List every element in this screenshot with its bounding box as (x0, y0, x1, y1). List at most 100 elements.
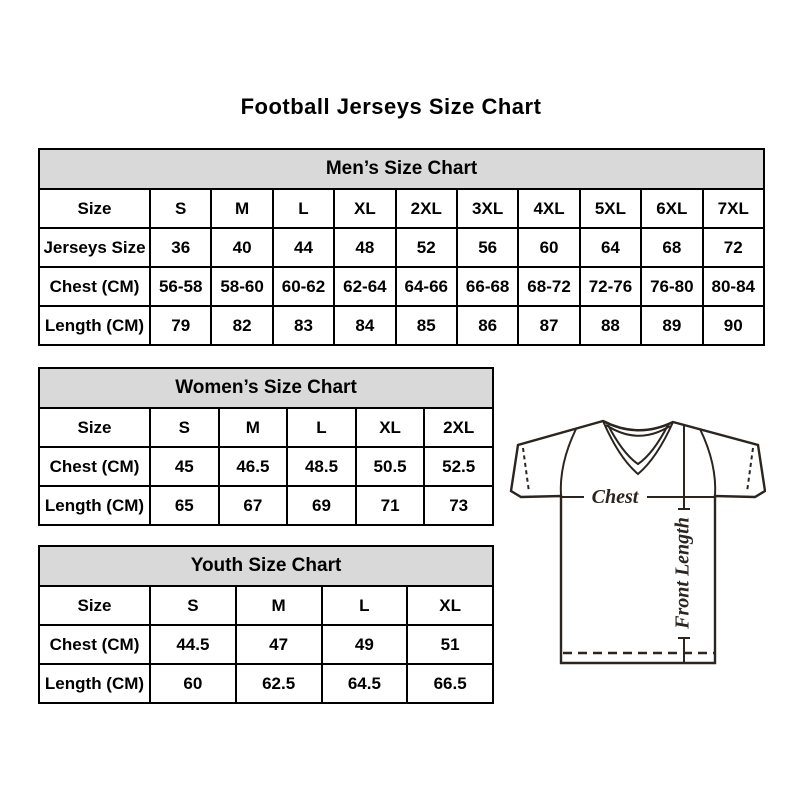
youth-size-table: Youth Size Chart Size S M L XL Chest (CM) 44.5… (38, 545, 494, 704)
page-title: Football Jerseys Size Chart (240, 94, 542, 119)
value-cell: 47 (234, 624, 323, 665)
row-label-cell: Chest (CM) (38, 266, 151, 307)
table-row: Size S M L XL (38, 585, 494, 626)
value-cell: 86 (455, 305, 520, 346)
table-row: Chest (CM) 45 46.5 48.5 50.5 52.5 (38, 446, 494, 487)
table-body: Size S M L XL 2XL 3XL 4XL 5XL 6XL 7XL Jerseys Size 3… (38, 188, 766, 346)
right-cuff-dashed-line (746, 447, 754, 493)
value-cell: XL (333, 188, 397, 229)
value-cell: 52.5 (423, 446, 494, 487)
value-cell: M (210, 188, 274, 229)
value-cell: 52 (394, 227, 458, 268)
table-header-row: Women’s Size Chart (38, 367, 494, 409)
value-cell: S (148, 188, 213, 229)
value-cell: 36 (148, 227, 213, 268)
left-cuff-dashed-line (522, 447, 530, 493)
row-label-cell: Jerseys Size (38, 227, 151, 268)
v-neck-outer (602, 420, 674, 476)
value-cell: 60-62 (271, 266, 336, 307)
row-label-cell: Length (CM) (38, 663, 151, 704)
table-row: Chest (CM) 56-58 58-60 60-62 62-64 64-66 66-68… (38, 266, 766, 307)
table-row: Length (CM) 60 62.5 64.5 66.5 (38, 663, 494, 704)
chest-label: Chest (592, 486, 640, 508)
table-row: Chest (CM) 44.5 47 49 51 (38, 624, 494, 665)
value-cell: M (234, 585, 323, 626)
mens-size-table: Men’s Size Chart Size S M L XL 2XL 3XL 4XL 5XL 6X… (38, 148, 766, 346)
table-row: Jerseys Size 36 40 44 48 52 56 60 64 68 72 (38, 227, 766, 268)
row-label-cell: Size (38, 407, 151, 448)
value-cell: 60 (517, 227, 581, 268)
table-row: Length (CM) 65 67 69 71 73 (38, 485, 494, 526)
value-cell: 83 (271, 305, 336, 346)
mens-size-chart-section: Men’s Size Chart Size S M L XL 2XL 3XL 4XL 5XL 6X… (38, 148, 766, 346)
value-cell: 48 (333, 227, 397, 268)
value-cell: 46.5 (217, 446, 289, 487)
table-header-row: Men’s Size Chart (38, 148, 765, 190)
value-cell: 62.5 (234, 663, 323, 704)
table-body: Size S M L XL Chest (CM) 44.5 47 49 51 Length (CM)… (38, 585, 494, 704)
value-cell: XL (406, 585, 494, 626)
womens-size-chart-section: Women’s Size Chart Size S M L XL 2XL Chest (CM… (38, 367, 494, 526)
value-cell: L (271, 188, 336, 229)
value-cell: 66.5 (406, 663, 494, 704)
value-cell: 66-68 (455, 266, 520, 307)
value-cell: 87 (517, 305, 581, 346)
value-cell: 65 (149, 485, 220, 526)
value-cell: L (286, 407, 357, 448)
value-cell: 60 (149, 663, 237, 704)
row-label-cell: Chest (CM) (38, 624, 151, 665)
value-cell: 48.5 (286, 446, 357, 487)
value-cell: XL (354, 407, 426, 448)
value-cell: 50.5 (354, 446, 426, 487)
value-cell: 4XL (517, 188, 581, 229)
value-cell: 56-58 (148, 266, 213, 307)
jersey-measurement-diagram: Chest Front Length (509, 419, 766, 665)
right-sleeve-seam (699, 428, 717, 497)
value-cell: 68 (640, 227, 704, 268)
table-section-header: Men’s Size Chart (38, 148, 765, 190)
value-cell: 56 (455, 227, 520, 268)
value-cell: 5XL (578, 188, 643, 229)
value-cell: 69 (286, 485, 357, 526)
value-cell: 40 (210, 227, 274, 268)
value-cell: 2XL (423, 407, 494, 448)
value-cell: 51 (406, 624, 494, 665)
value-cell: 85 (394, 305, 458, 346)
table-header-row: Youth Size Chart (38, 545, 494, 587)
value-cell: 64-66 (394, 266, 458, 307)
table-section-header: Youth Size Chart (38, 545, 494, 587)
value-cell: 44.5 (149, 624, 237, 665)
value-cell: 49 (320, 624, 409, 665)
value-cell: 89 (640, 305, 704, 346)
table-row: Size S M L XL 2XL 3XL 4XL 5XL 6XL 7XL (38, 188, 766, 229)
value-cell: 88 (578, 305, 643, 346)
row-label-cell: Size (38, 585, 151, 626)
left-sleeve-seam (559, 428, 577, 497)
value-cell: 82 (210, 305, 274, 346)
value-cell: 79 (148, 305, 213, 346)
value-cell: 44 (271, 227, 336, 268)
value-cell: M (217, 407, 289, 448)
value-cell: 2XL (394, 188, 458, 229)
value-cell: 67 (217, 485, 289, 526)
value-cell: 73 (423, 485, 494, 526)
table-row: Length (CM) 79 82 83 84 85 86 87 88 89 90 (38, 305, 766, 346)
value-cell: 64.5 (320, 663, 409, 704)
value-cell: 72-76 (578, 266, 643, 307)
value-cell: 3XL (455, 188, 520, 229)
value-cell: 45 (149, 446, 220, 487)
value-cell: S (149, 407, 220, 448)
jersey-body-outline (509, 419, 766, 665)
table-body: Size S M L XL 2XL Chest (CM) 45 46.5 48.5 50.5 52.5… (38, 407, 494, 526)
row-label-cell: Chest (CM) (38, 446, 151, 487)
row-label-cell: Length (CM) (38, 485, 151, 526)
v-neck-inner (607, 424, 669, 466)
row-label-cell: Length (CM) (38, 305, 151, 346)
value-cell: 71 (354, 485, 426, 526)
collar-band-arc (605, 424, 671, 437)
value-cell: S (149, 585, 237, 626)
value-cell: 90 (701, 305, 766, 346)
value-cell: L (320, 585, 409, 626)
value-cell: 80-84 (701, 266, 766, 307)
